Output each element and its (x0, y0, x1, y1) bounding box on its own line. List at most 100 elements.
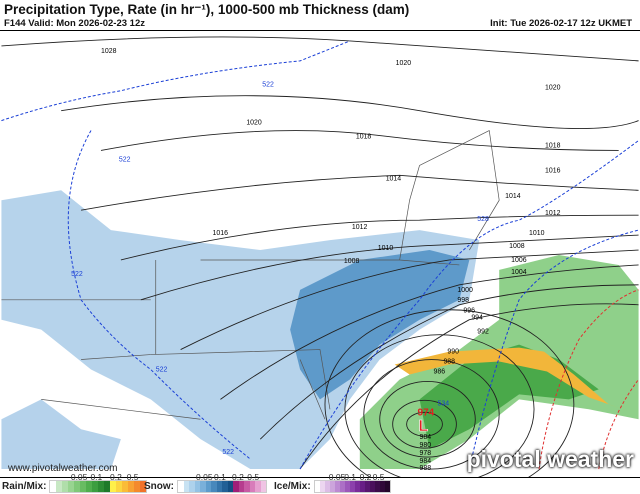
colorbar-swatch (369, 481, 375, 492)
snow-colorbar (177, 480, 267, 493)
colorbar-swatch (359, 481, 365, 492)
rain-areas (359, 254, 639, 470)
svg-text:1028: 1028 (101, 48, 117, 55)
svg-text:1020: 1020 (396, 60, 412, 67)
colorbar-swatch (364, 481, 370, 492)
svg-text:522: 522 (119, 156, 131, 163)
svg-text:1014: 1014 (386, 175, 402, 182)
colorbar-swatch (189, 481, 195, 492)
svg-text:528: 528 (477, 216, 489, 223)
colorbar-swatch (56, 481, 63, 492)
svg-text:1016: 1016 (545, 167, 561, 174)
thickness-labels: 522 522 522 522 522 528 534 (71, 82, 489, 456)
colorbar-swatch (74, 481, 81, 492)
svg-text:1000: 1000 (457, 287, 473, 294)
colorbar-swatch (122, 481, 129, 492)
rain-colorbar (49, 480, 148, 493)
colorbar-swatch (222, 481, 228, 492)
colorbar-swatch (319, 481, 325, 492)
colorbar-swatch (205, 481, 211, 492)
colorbar-swatch (324, 481, 330, 492)
thickness-warm-lines (538, 289, 639, 470)
svg-text:1016: 1016 (212, 230, 228, 237)
isobar-labels: 1028 1020 1020 1020 1018 1018 1016 1016 … (101, 48, 561, 472)
svg-text:978: 978 (420, 450, 432, 457)
colorbar-swatch (80, 481, 87, 492)
svg-text:980: 980 (420, 442, 432, 449)
svg-text:988: 988 (420, 465, 432, 472)
ice-colorbar (313, 480, 391, 493)
colorbar-swatch (249, 481, 255, 492)
svg-text:986: 986 (433, 368, 445, 375)
colorbar-swatch (344, 481, 350, 492)
svg-text:1010: 1010 (378, 245, 394, 252)
colorbar-swatch (244, 481, 250, 492)
colorbar-swatch (104, 481, 111, 492)
colorbar-swatch (379, 481, 385, 492)
snow-legend: Snow: (144, 480, 267, 493)
svg-text:984: 984 (420, 434, 432, 441)
valid-time: F144 Valid: Mon 2026-02-23 12z (4, 18, 145, 29)
colorbar-swatch (98, 481, 105, 492)
colorbar-swatch (339, 481, 345, 492)
svg-text:1020: 1020 (545, 85, 561, 92)
colorbar-swatch (233, 481, 239, 492)
colorbar-swatch (200, 481, 206, 492)
svg-text:522: 522 (222, 449, 234, 456)
weather-map[interactable]: 1028 1020 1020 1020 1018 1018 1016 1016 … (0, 30, 640, 478)
ice-legend: Ice/Mix: (274, 480, 391, 493)
svg-text:1012: 1012 (352, 224, 368, 231)
svg-text:534: 534 (437, 400, 449, 407)
colorbar-swatch (62, 481, 69, 492)
state-boundaries (1, 130, 500, 420)
colorbar-swatch (384, 481, 390, 492)
colorbar-swatch (110, 481, 117, 492)
colorbar-swatch (227, 481, 233, 492)
colorbar-swatch (178, 481, 184, 492)
colorbar-swatch (183, 481, 189, 492)
colorbar-swatch (255, 481, 261, 492)
ice-legend-label: Ice/Mix: (274, 481, 311, 492)
colorbar-swatch (116, 481, 123, 492)
rain-legend-label: Rain/Mix: (2, 481, 47, 492)
colorbar-swatch (216, 481, 222, 492)
colorbar-swatch (211, 481, 217, 492)
colorbar-swatch (128, 481, 135, 492)
map-title: Precipitation Type, Rate (in hr⁻¹), 1000… (4, 2, 410, 17)
thickness-lines (1, 40, 639, 470)
svg-text:998: 998 (457, 297, 469, 304)
colorbar-swatch (238, 481, 244, 492)
svg-text:1004: 1004 (511, 269, 527, 276)
svg-text:522: 522 (156, 366, 168, 373)
init-time: Init: Tue 2026-02-17 12z UKMET (490, 18, 632, 29)
svg-text:1014: 1014 (505, 193, 521, 200)
watermark-url: www.pivotalweather.com (8, 463, 118, 474)
colorbar-swatch (194, 481, 200, 492)
svg-text:1010: 1010 (529, 230, 545, 237)
mix-band (394, 347, 629, 412)
colorbar-swatch (260, 481, 266, 492)
colorbar-swatch (374, 481, 380, 492)
isobars (1, 36, 639, 477)
colorbar-swatch (314, 481, 320, 492)
svg-text:1012: 1012 (545, 210, 561, 217)
colorbar-swatch (349, 481, 355, 492)
svg-text:988: 988 (443, 359, 455, 366)
svg-text:994: 994 (471, 315, 483, 322)
colorbar-swatch (86, 481, 93, 492)
svg-text:1018: 1018 (545, 142, 561, 149)
svg-text:522: 522 (262, 82, 274, 89)
low-pressure-symbol: L (419, 418, 429, 435)
rain-legend: Rain/Mix: (2, 480, 148, 493)
brand-logo: pivotal weather (466, 446, 634, 472)
svg-text:984: 984 (420, 458, 432, 465)
snow-heavy-areas (290, 250, 470, 400)
colorbar-swatch (334, 481, 340, 492)
svg-text:522: 522 (71, 271, 83, 278)
svg-text:1008: 1008 (344, 258, 360, 265)
svg-text:992: 992 (477, 329, 489, 336)
colorbar-swatch (354, 481, 360, 492)
svg-text:990: 990 (447, 349, 459, 356)
svg-text:1020: 1020 (246, 120, 262, 127)
colorbar-swatch (92, 481, 99, 492)
